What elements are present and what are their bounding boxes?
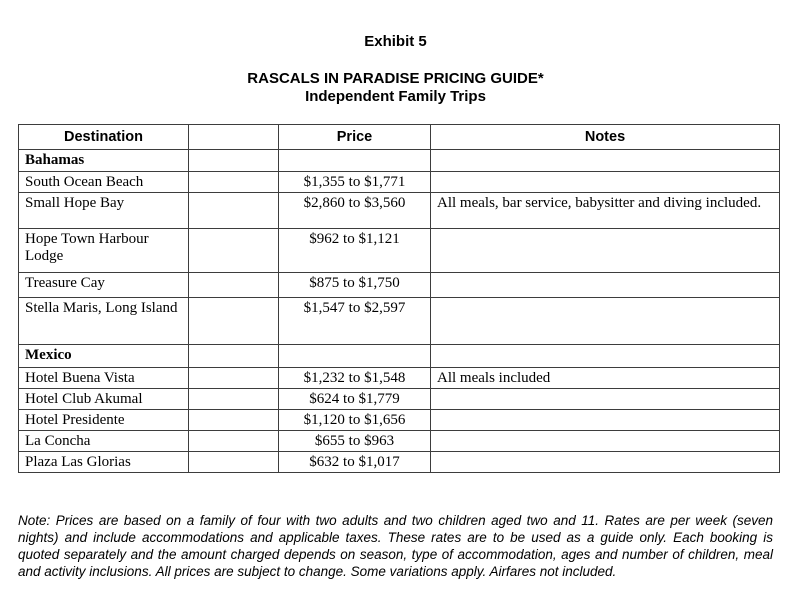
destination-cell: Treasure Cay (18, 272, 189, 298)
price-cell: $2,860 to $3,560 (278, 192, 431, 229)
notes-cell (430, 297, 780, 345)
price-cell: $632 to $1,017 (278, 451, 431, 473)
table-row-la-concha: La Concha $655 to $963 (18, 430, 780, 452)
price-cell: $1,232 to $1,548 (278, 367, 431, 389)
footnote: Note: Prices are based on a family of fo… (18, 512, 773, 579)
notes-cell (430, 388, 780, 410)
table-header-row: Destination Price Notes (18, 124, 780, 150)
price-cell: $1,120 to $1,656 (278, 409, 431, 431)
spacer-cell (188, 272, 279, 298)
spacer-cell (188, 409, 279, 431)
price-cell: $655 to $963 (278, 430, 431, 452)
column-header-notes: Notes (430, 124, 780, 150)
destination-cell: Hotel Buena Vista (18, 367, 189, 389)
page-subtitle: Independent Family Trips (305, 88, 486, 105)
destination-cell: Small Hope Bay (18, 192, 189, 229)
notes-cell (430, 451, 780, 473)
price-cell: $1,355 to $1,771 (278, 171, 431, 193)
destination-cell: Hotel Club Akumal (18, 388, 189, 410)
table-row-stella-maris: Stella Maris, Long Island $1,547 to $2,5… (18, 297, 780, 345)
exhibit-label: Exhibit 5 (364, 33, 427, 50)
column-header-spacer (188, 124, 279, 150)
spacer-cell (188, 297, 279, 345)
notes-cell: All meals included (430, 367, 780, 389)
column-header-destination: Destination (18, 124, 189, 150)
spacer-cell (188, 367, 279, 389)
table-row-hotel-club-akumal: Hotel Club Akumal $624 to $1,779 (18, 388, 780, 410)
page-title: RASCALS IN PARADISE PRICING GUIDE* (247, 70, 544, 87)
notes-cell (430, 228, 780, 273)
table-row-treasure-cay: Treasure Cay $875 to $1,750 (18, 272, 780, 298)
spacer-cell (188, 149, 279, 172)
notes-cell (430, 344, 780, 368)
destination-cell: Stella Maris, Long Island (18, 297, 189, 345)
destination-cell: Bahamas (18, 149, 189, 172)
spacer-cell (188, 451, 279, 473)
pricing-table: Destination Price Notes Bahamas South Oc… (18, 124, 780, 473)
notes-cell: All meals, bar service, babysitter and d… (430, 192, 780, 229)
destination-cell: La Concha (18, 430, 189, 452)
price-cell (278, 149, 431, 172)
table-row-plaza-las-glorias: Plaza Las Glorias $632 to $1,017 (18, 451, 780, 473)
notes-cell (430, 272, 780, 298)
table-row-small-hope-bay: Small Hope Bay $2,860 to $3,560 All meal… (18, 192, 780, 229)
table-row-bahamas-section: Bahamas (18, 149, 780, 172)
notes-cell (430, 430, 780, 452)
destination-cell: Hotel Presidente (18, 409, 189, 431)
price-cell (278, 344, 431, 368)
price-cell: $624 to $1,779 (278, 388, 431, 410)
destination-cell: Hope Town Harbour Lodge (18, 228, 189, 273)
column-header-price: Price (278, 124, 431, 150)
destination-cell: Plaza Las Glorias (18, 451, 189, 473)
table-row-hotel-buena-vista: Hotel Buena Vista $1,232 to $1,548 All m… (18, 367, 780, 389)
price-cell: $962 to $1,121 (278, 228, 431, 273)
spacer-cell (188, 344, 279, 368)
notes-cell (430, 409, 780, 431)
spacer-cell (188, 171, 279, 193)
table-row-hotel-presidente: Hotel Presidente $1,120 to $1,656 (18, 409, 780, 431)
notes-cell (430, 149, 780, 172)
table-row-hope-town-harbour-lodge: Hope Town Harbour Lodge $962 to $1,121 (18, 228, 780, 273)
destination-cell: Mexico (18, 344, 189, 368)
spacer-cell (188, 430, 279, 452)
spacer-cell (188, 192, 279, 229)
notes-cell (430, 171, 780, 193)
table-row-south-ocean-beach: South Ocean Beach $1,355 to $1,771 (18, 171, 780, 193)
price-cell: $1,547 to $2,597 (278, 297, 431, 345)
spacer-cell (188, 228, 279, 273)
spacer-cell (188, 388, 279, 410)
destination-cell: South Ocean Beach (18, 171, 189, 193)
price-cell: $875 to $1,750 (278, 272, 431, 298)
table-row-mexico-section: Mexico (18, 344, 780, 368)
